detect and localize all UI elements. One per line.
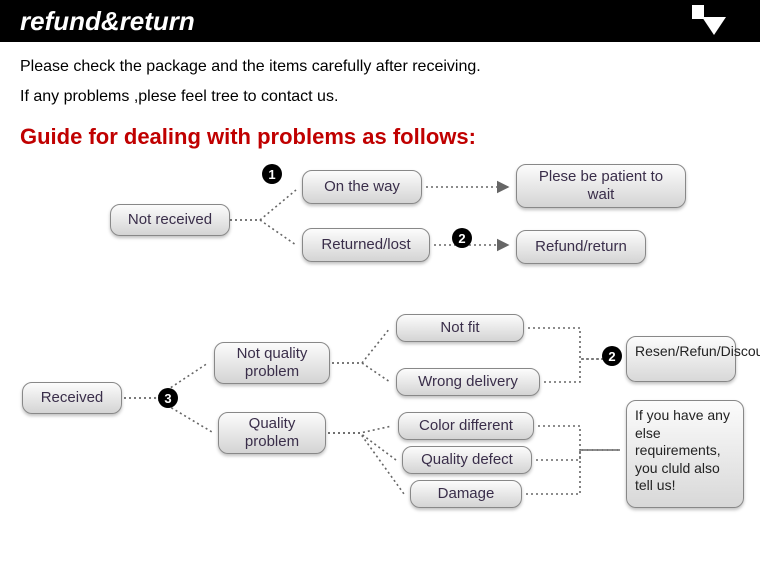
node-quality: Quality problem <box>218 412 326 454</box>
edge-color_diff-tellus <box>538 426 620 450</box>
node-quality_defect: Quality defect <box>402 446 532 474</box>
node-not_received: Not received <box>110 204 230 236</box>
edge-quality-quality_defect <box>328 433 396 460</box>
edge-quality-damage <box>328 433 404 494</box>
node-wrong_delivery: Wrong delivery <box>396 368 540 396</box>
flowchart: Not received On the way Plese be patient t… <box>0 150 760 550</box>
node-refund_return: Refund/return <box>516 230 646 264</box>
edge-quality_defect-tellus <box>536 450 620 460</box>
guide-title: Guide for dealing with problems as follo… <box>0 118 760 150</box>
node-damage: Damage <box>410 480 522 508</box>
node-patient: Plese be patient to wait <box>516 164 686 208</box>
intro-line-1: Please check the package and the items c… <box>20 58 740 76</box>
intro-line-2: If any problems ,plese feel tree to cont… <box>20 88 740 106</box>
edge-not_quality-not_fit <box>332 328 390 363</box>
node-returned_lost: Returned/lost <box>302 228 430 262</box>
edge-quality-color_diff <box>328 426 392 433</box>
node-not_fit: Not fit <box>396 314 524 342</box>
node-on_the_way: On the way <box>302 170 422 204</box>
header-title: refund&return <box>20 6 195 37</box>
badge-b2: 2 <box>452 228 472 248</box>
down-arrow-icon <box>702 17 726 35</box>
badge-b4: 2 <box>602 346 622 366</box>
edge-not_quality-wrong_delivery <box>332 363 390 382</box>
node-received: Received <box>22 382 122 414</box>
badge-b1: 1 <box>262 164 282 184</box>
result-tellus: If you have any else requirements, you c… <box>626 400 744 508</box>
header-bar: refund&return <box>0 0 760 42</box>
edge-not_received-returned_lost <box>230 220 296 245</box>
edge-damage-tellus <box>526 450 620 494</box>
intro-block: Please check the package and the items c… <box>0 42 760 106</box>
result-resen: Resen/Refun/Discount <box>626 336 736 382</box>
badge-b3: 3 <box>158 388 178 408</box>
node-color_diff: Color different <box>398 412 534 440</box>
edge-not_received-on_the_way <box>230 190 296 220</box>
node-not_quality: Not quality problem <box>214 342 330 384</box>
